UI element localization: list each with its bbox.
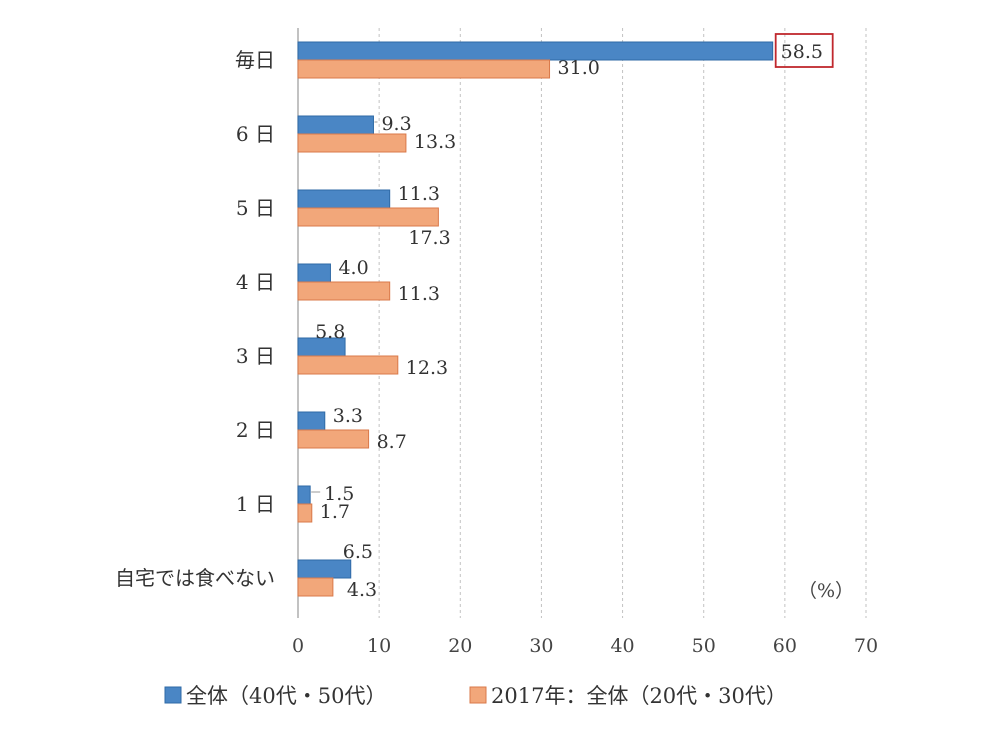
category-label: 2 日: [236, 418, 275, 442]
bar-series-1: [297, 41, 774, 61]
data-label-series-1: 1.5: [324, 483, 354, 505]
bar-series-2: [297, 133, 407, 153]
data-label-series-2: 31.0: [558, 57, 600, 79]
data-label-series-1: 11.3: [398, 183, 440, 205]
bar-series-1: [297, 189, 391, 209]
unit-label: （%）: [798, 580, 854, 602]
data-label-series-2: 1.7: [320, 501, 350, 523]
data-label-series-2: 11.3: [398, 283, 440, 305]
bar-series-2: [297, 503, 313, 523]
bar-series-1: [297, 263, 331, 283]
bar-series-1: [297, 115, 374, 135]
x-tick-label: 70: [854, 635, 878, 657]
category-label: 自宅では食べない: [115, 566, 275, 590]
category-label: 4 日: [236, 270, 275, 294]
category-label: 毎日: [235, 48, 275, 72]
data-label-series-2: 13.3: [414, 131, 456, 153]
x-tick-label: 0: [292, 635, 304, 657]
legend-swatch-series-2: [469, 686, 487, 704]
data-label-series-2: 17.3: [408, 227, 450, 249]
bar-series-1: [297, 485, 311, 505]
bar-series-2: [297, 59, 551, 79]
data-label-series-1: 6.5: [343, 541, 373, 563]
highlight-box: [774, 33, 834, 68]
data-label-series-1: 58.5: [781, 41, 823, 63]
data-label-series-1: 9.3: [381, 113, 411, 135]
data-label-series-2: 4.3: [347, 579, 377, 601]
x-tick-label: 30: [529, 635, 553, 657]
bar-series-2: [297, 355, 399, 375]
x-tick-label: 20: [448, 635, 472, 657]
bar-series-2: [297, 207, 439, 227]
x-tick-labels: 0 10 20 30 40 50 60 70: [292, 635, 878, 657]
x-tick-label: 10: [367, 635, 391, 657]
data-label-series-2: 8.7: [377, 431, 407, 453]
legend: 全体（40代・50代） 2017年：全体（20代・30代）: [164, 684, 787, 708]
x-tick-label: 60: [773, 635, 797, 657]
x-tick-label: 50: [692, 635, 716, 657]
category-label: 1 日: [236, 492, 275, 516]
category-label: 3 日: [236, 344, 275, 368]
data-label-series-1: 4.0: [338, 257, 368, 279]
x-tick-label: 40: [610, 635, 634, 657]
data-label-series-1: 5.8: [315, 321, 345, 343]
data-label-series-2: 12.3: [406, 357, 448, 379]
legend-label-series-2: 2017年：全体（20代・30代）: [491, 684, 787, 708]
category-label: 5 日: [236, 196, 275, 220]
bar-series-2: [297, 429, 370, 449]
bar-series-2: [297, 281, 391, 301]
category-label: 6 日: [236, 122, 275, 146]
bars: [297, 41, 774, 597]
bar-series-2: [297, 577, 334, 597]
legend-label-series-1: 全体（40代・50代）: [186, 684, 386, 708]
data-labels: 58.5 31.0 9.313.3 11.3 17.3 4.0 11.3 5.8 12.3 3.3…: [311, 33, 834, 601]
data-label-series-1: 3.3: [333, 405, 363, 427]
legend-swatch-series-1: [164, 686, 182, 704]
bar-series-1: [297, 411, 326, 431]
